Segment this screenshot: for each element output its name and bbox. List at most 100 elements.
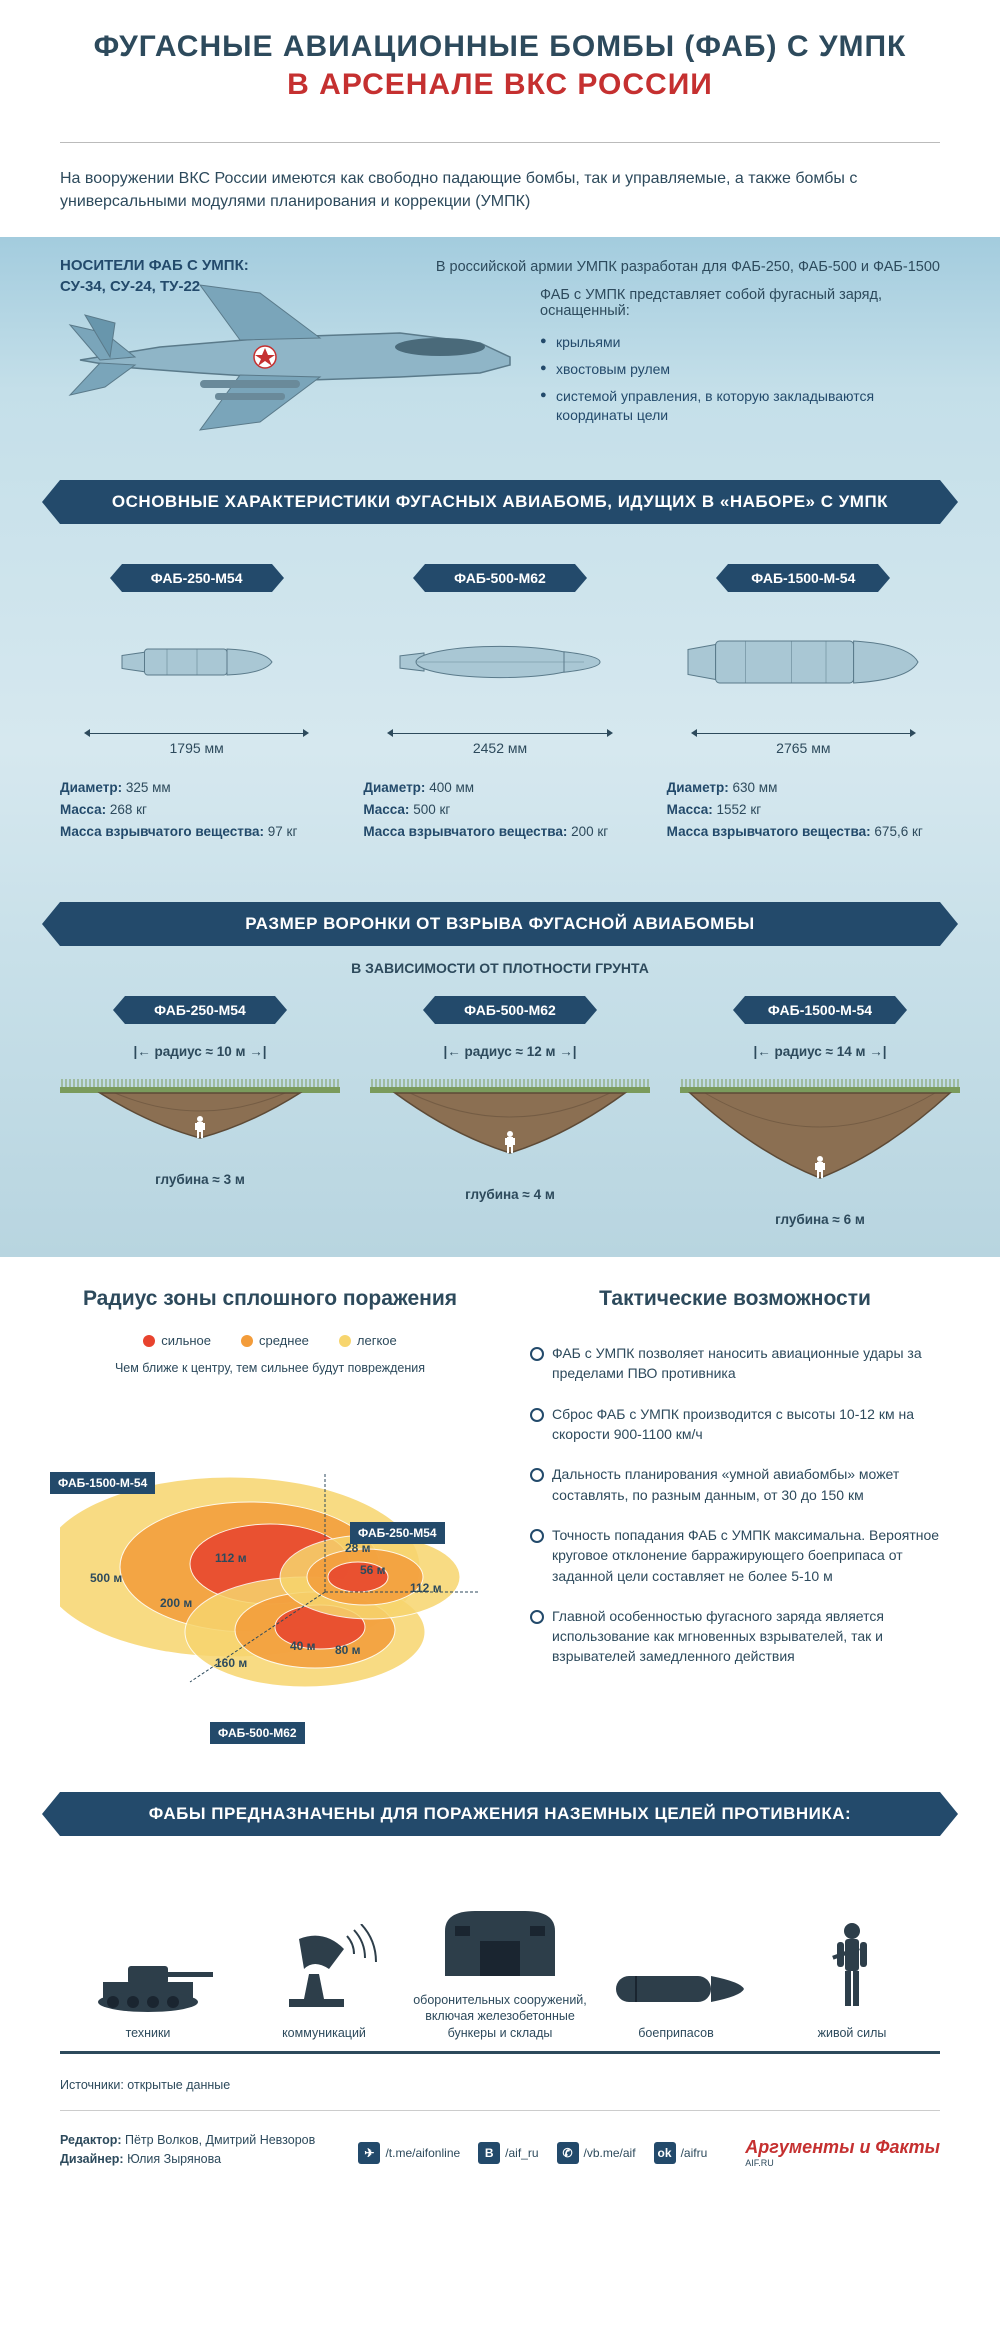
crater-name: ФАБ-250-М54: [125, 996, 275, 1024]
tank-icon: [60, 1944, 236, 2019]
bomb-icon: [683, 612, 923, 712]
bombs-row: ФАБ-250-М54 1795 мм Диаметр: 325 мм Масс…: [60, 554, 940, 872]
publisher-logo: Аргументы и ФактыAIF.RU: [745, 2137, 940, 2168]
crater-depth: глубина ≈ 6 м: [680, 1212, 960, 1227]
svg-text:500 м: 500 м: [90, 1571, 122, 1585]
target-item: техники: [60, 1944, 236, 2041]
social-icon: B: [478, 2142, 500, 2164]
zone-label: ФАБ-1500-М-54: [50, 1472, 155, 1494]
target-item: боеприпасов: [588, 1964, 764, 2041]
zone-label: ФАБ-250-М54: [350, 1522, 445, 1544]
bomb-dimension: 2452 мм: [363, 722, 636, 761]
bomb-icon: [77, 612, 317, 712]
crater-radius: |← радиус ≈ 12 м →|: [370, 1044, 650, 1059]
crater-depth: глубина ≈ 3 м: [60, 1172, 340, 1187]
svg-text:160 м: 160 м: [215, 1656, 247, 1670]
fab-desc-title: ФАБ с УМПК представляет собой фугасный з…: [540, 287, 940, 319]
svg-text:112 м: 112 м: [215, 1551, 247, 1565]
craters-row: ФАБ-250-М54 |← радиус ≈ 10 м →| глубина …: [60, 996, 940, 1257]
bomb-name: ФАБ-1500-М-54: [728, 564, 878, 592]
crater-column: ФАБ-500-М62 |← радиус ≈ 12 м →| глубина …: [370, 996, 650, 1227]
zones-diagram: 500 м200 м112 м160 м80 м40 м112 м56 м28 …: [60, 1392, 480, 1752]
legend-item: среднее: [241, 1333, 309, 1348]
zones-note: Чем ближе к центру, тем сильнее будут по…: [60, 1360, 480, 1377]
intro-text: На вооружении ВКС России имеются как сво…: [0, 143, 1000, 237]
crater-depth: глубина ≈ 4 м: [370, 1187, 650, 1202]
social-icon: ✆: [557, 2142, 579, 2164]
bomb-name: ФАБ-500-М62: [425, 564, 575, 592]
bomb-dimension: 1795 мм: [60, 722, 333, 761]
target-label: живой силы: [764, 2025, 940, 2041]
svg-text:80 м: 80 м: [335, 1643, 361, 1657]
tactical-item: Дальность планирования «умной авиабомбы»…: [530, 1454, 940, 1515]
tactical-list: ФАБ с УМПК позволяет наносить авиационны…: [530, 1333, 940, 1677]
zones-legend: сильное среднее легкое: [60, 1333, 480, 1348]
bomb-specs: Диаметр: 630 мм Масса: 1552 кг Масса взр…: [667, 777, 940, 842]
social-link[interactable]: ✈/t.me/aifonline: [358, 2142, 460, 2164]
banner-specs: ОСНОВНЫЕ ХАРАКТЕРИСТИКИ ФУГАСНЫХ АВИАБОМ…: [60, 480, 940, 524]
credits: Редактор: Пётр Волков, Дмитрий Невзоров …: [60, 2131, 315, 2169]
fab-desc-item: хвостовым рулем: [540, 356, 940, 383]
sources: Источники: открытые данные: [60, 2054, 940, 2100]
svg-text:56 м: 56 м: [360, 1563, 386, 1577]
bunker-icon: [412, 1896, 588, 1986]
target-item: оборонительных сооружений, включая желез…: [412, 1896, 588, 2041]
zones-title: Радиус зоны сплошного поражения: [60, 1287, 480, 1311]
legend-item: легкое: [339, 1333, 397, 1348]
fab-desc-item: системой управления, в которую закладыва…: [540, 383, 940, 429]
radar-icon: [236, 1924, 412, 2019]
bomb-specs: Диаметр: 325 мм Масса: 268 кг Масса взры…: [60, 777, 333, 842]
crater-icon: [370, 1069, 650, 1179]
crater-column: ФАБ-250-М54 |← радиус ≈ 10 м →| глубина …: [60, 996, 340, 1227]
header: ФУГАСНЫЕ АВИАЦИОННЫЕ БОМБЫ (ФАБ) С УМПК …: [0, 0, 1000, 122]
tactical-item: ФАБ с УМПК позволяет наносить авиационны…: [530, 1333, 940, 1394]
bomb-dimension: 2765 мм: [667, 722, 940, 761]
sky-section: НОСИТЕЛИ ФАБ С УМПК: СУ-34, СУ-24, ТУ-22…: [0, 237, 1000, 1257]
target-label: оборонительных сооружений, включая желез…: [412, 1992, 588, 2041]
social-icon: ✈: [358, 2142, 380, 2164]
crater-subtitle: В ЗАВИСИМОСТИ ОТ ПЛОТНОСТИ ГРУНТА: [60, 960, 940, 976]
target-label: боеприпасов: [588, 2025, 764, 2041]
tactical-item: Сброс ФАБ с УМПК производится с высоты 1…: [530, 1394, 940, 1455]
svg-text:200 м: 200 м: [160, 1596, 192, 1610]
crater-name: ФАБ-1500-М-54: [745, 996, 895, 1024]
bomb-column: ФАБ-250-М54 1795 мм Диаметр: 325 мм Масс…: [60, 564, 333, 842]
main-title: ФУГАСНЫЕ АВИАЦИОННЫЕ БОМБЫ (ФАБ) С УМПК: [40, 30, 960, 64]
banner-targets: ФАБЫ ПРЕДНАЗНАЧЕНЫ ДЛЯ ПОРАЖЕНИЯ НАЗЕМНЫ…: [60, 1792, 940, 1836]
bomb-column: ФАБ-500-М62 2452 мм Диаметр: 400 мм Масс…: [363, 564, 636, 842]
bomb-name: ФАБ-250-М54: [122, 564, 272, 592]
soldier-icon: [764, 1919, 940, 2019]
crater-icon: [60, 1069, 340, 1164]
social-link[interactable]: ✆/vb.me/aif: [557, 2142, 636, 2164]
crater-name: ФАБ-500-М62: [435, 996, 585, 1024]
target-item: коммуникаций: [236, 1924, 412, 2041]
subtitle: В АРСЕНАЛЕ ВКС РОССИИ: [40, 68, 960, 102]
banner-crater: РАЗМЕР ВОРОНКИ ОТ ВЗРЫВА ФУГАСНОЙ АВИАБО…: [60, 902, 940, 946]
tactical-item: Главной особенностью фугасного заряда яв…: [530, 1596, 940, 1677]
bomb-icon: [380, 612, 620, 712]
bomb-specs: Диаметр: 400 мм Масса: 500 кг Масса взры…: [363, 777, 636, 842]
jet-icon: [60, 265, 520, 450]
bomb-column: ФАБ-1500-М-54 2765 мм Диаметр: 630 мм Ма…: [667, 564, 940, 842]
socials: ✈/t.me/aifonline B/aif_ru ✆/vb.me/aif ok/ai…: [358, 2137, 940, 2168]
tactical-title: Тактические возможности: [530, 1287, 940, 1311]
target-label: техники: [60, 2025, 236, 2041]
fab-desc-list: крыльямихвостовым рулемсистемой управлен…: [540, 329, 940, 429]
shell-icon: [588, 1964, 764, 2019]
social-icon: ok: [654, 2142, 676, 2164]
svg-text:40 м: 40 м: [290, 1639, 316, 1653]
legend-item: сильное: [143, 1333, 211, 1348]
target-item: живой силы: [764, 1919, 940, 2041]
svg-text:112 м: 112 м: [410, 1581, 442, 1595]
tactical-item: Точность попадания ФАБ с УМПК максимальн…: [530, 1515, 940, 1596]
crater-column: ФАБ-1500-М-54 |← радиус ≈ 14 м →| глубин…: [680, 996, 960, 1227]
crater-radius: |← радиус ≈ 10 м →|: [60, 1044, 340, 1059]
social-link[interactable]: B/aif_ru: [478, 2142, 538, 2164]
crater-radius: |← радиус ≈ 14 м →|: [680, 1044, 960, 1059]
targets-row: техникикоммуникацийоборонительных сооруж…: [60, 1866, 940, 2054]
social-link[interactable]: ok/aifru: [654, 2142, 708, 2164]
target-label: коммуникаций: [236, 2025, 412, 2041]
fab-desc-item: крыльями: [540, 329, 940, 356]
crater-icon: [680, 1069, 960, 1204]
zone-label: ФАБ-500-М62: [210, 1722, 305, 1744]
